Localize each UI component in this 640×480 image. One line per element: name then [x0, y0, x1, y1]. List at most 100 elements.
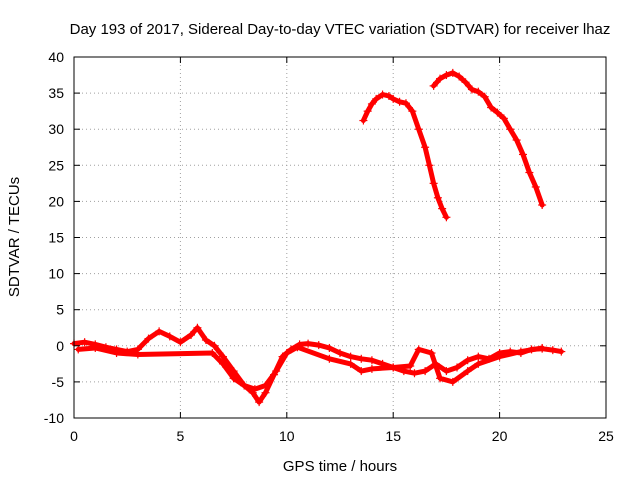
data-point [499, 114, 508, 123]
data-point [282, 349, 291, 358]
data-point [165, 332, 174, 341]
data-point [433, 193, 442, 202]
data-point [389, 363, 398, 372]
y-axis-label: SDTVAR / TECUs [6, 177, 23, 297]
data-point [493, 108, 502, 117]
x-tick-label: 5 [177, 428, 185, 444]
x-axis-label: GPS time / hours [283, 458, 397, 475]
data-point [210, 341, 219, 350]
data-point [359, 116, 368, 125]
data-point [406, 362, 415, 371]
data-point [429, 179, 438, 188]
data-point [463, 367, 472, 376]
data-point [187, 330, 196, 339]
data-point [336, 349, 344, 358]
y-tick-label: 15 [48, 230, 64, 246]
data-point [314, 341, 323, 350]
data-point [436, 374, 445, 383]
data-point [325, 354, 334, 363]
data-point [357, 367, 366, 376]
data-point [208, 349, 217, 358]
x-tick-label: 15 [385, 428, 401, 444]
data-point [80, 338, 89, 347]
y-tick-label: 35 [48, 85, 64, 101]
y-tick-label: -5 [52, 374, 65, 390]
data-point [410, 369, 419, 378]
data-point [516, 347, 525, 356]
data-point [442, 71, 451, 80]
data-point [218, 352, 227, 361]
series-baseline-b [74, 343, 547, 394]
data-points [70, 68, 566, 407]
y-tick-label: -10 [44, 410, 64, 426]
data-point [193, 323, 202, 332]
data-point [421, 143, 430, 152]
data-point [367, 356, 376, 365]
data-point [525, 168, 534, 177]
data-point [401, 99, 410, 108]
grid-lines [74, 57, 606, 418]
data-point [538, 201, 547, 210]
series-arc-1 [359, 90, 451, 222]
data-point [427, 349, 436, 358]
data-point [229, 374, 238, 383]
data-point [74, 345, 83, 354]
data-point [495, 352, 504, 361]
data-point [461, 78, 470, 87]
data-point [304, 339, 313, 348]
data-point [240, 381, 249, 390]
data-point [91, 343, 100, 352]
data-point [293, 343, 302, 352]
data-point [557, 347, 566, 356]
data-point [395, 97, 404, 106]
data-point [421, 367, 430, 376]
data-point [218, 359, 227, 368]
data-point [363, 107, 372, 116]
data-point [272, 367, 281, 376]
y-tick-label: 40 [48, 49, 64, 65]
data-point [414, 345, 423, 354]
data-point [467, 85, 476, 94]
data-point [155, 327, 164, 336]
data-point [112, 349, 121, 358]
data-point [448, 377, 457, 386]
data-point [448, 68, 457, 77]
data-point [346, 359, 355, 368]
x-tick-label: 20 [492, 428, 508, 444]
y-tick-label: 25 [48, 157, 64, 173]
data-point [487, 103, 496, 112]
data-point [480, 92, 489, 101]
data-point [367, 364, 376, 373]
data-point [250, 385, 259, 394]
data-point [372, 94, 381, 103]
y-tick-label: 5 [56, 302, 64, 318]
y-tick-label: 10 [48, 266, 64, 282]
data-point [378, 90, 387, 99]
y-tick-label: 20 [48, 193, 64, 209]
data-point [438, 204, 447, 213]
data-point [442, 367, 451, 376]
x-tick-label: 25 [598, 428, 614, 444]
data-point [261, 381, 270, 390]
y-tick-label: 30 [48, 121, 64, 137]
data-point [463, 356, 472, 365]
series-band [75, 344, 545, 392]
data-point [512, 136, 521, 145]
data-point [201, 336, 210, 345]
series-arc-2 [429, 68, 547, 210]
data-point [425, 161, 434, 170]
data-point [325, 343, 334, 352]
data-point [474, 359, 483, 368]
data-point [531, 182, 540, 191]
data-point [261, 388, 270, 397]
data-point [384, 91, 393, 100]
data-point [346, 352, 355, 361]
x-tick-label: 10 [279, 428, 295, 444]
data-point [455, 72, 464, 81]
data-point [357, 354, 366, 363]
data-point [519, 150, 528, 159]
data-point [408, 107, 417, 116]
data-point [144, 334, 153, 343]
